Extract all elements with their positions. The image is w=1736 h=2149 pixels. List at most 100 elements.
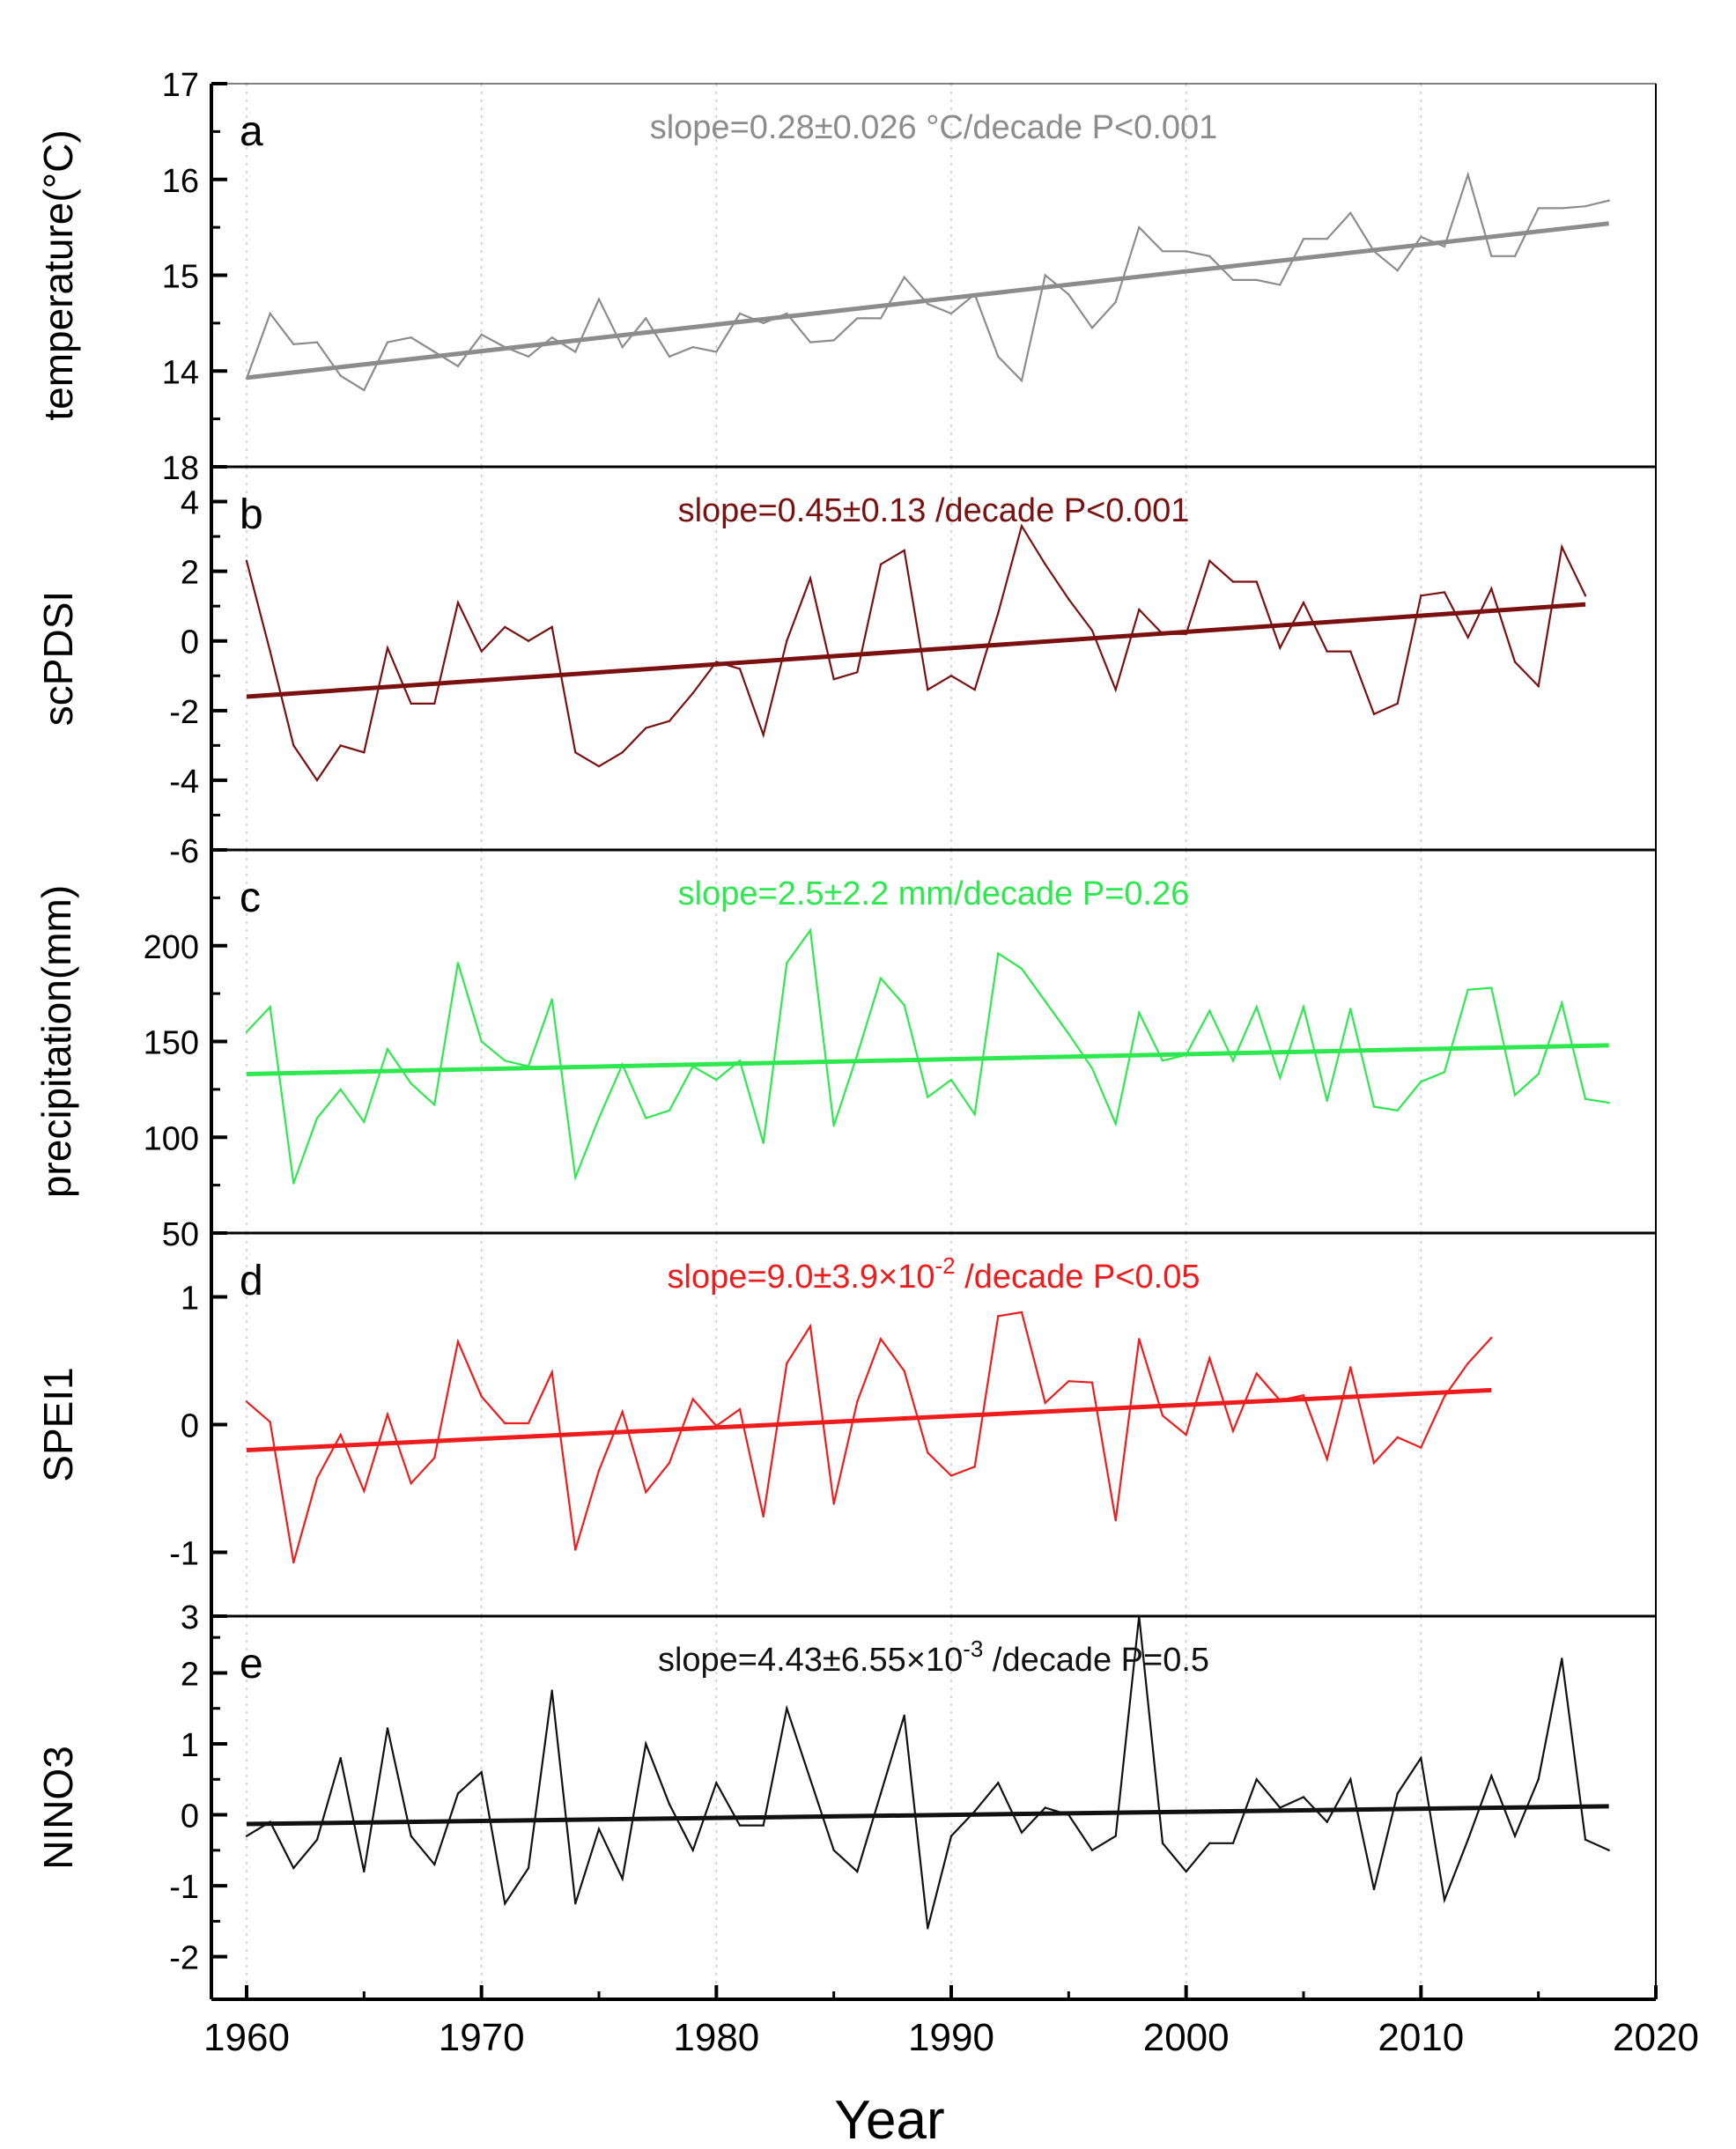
data-point bbox=[809, 929, 812, 932]
data-point bbox=[292, 1866, 295, 1870]
data-point bbox=[738, 312, 742, 315]
data-point bbox=[1584, 205, 1587, 208]
x-tick-label: 1970 bbox=[439, 2016, 525, 2059]
data-point bbox=[386, 646, 389, 649]
data-point bbox=[1208, 1009, 1211, 1012]
data-point bbox=[715, 1782, 718, 1784]
data-point bbox=[668, 720, 671, 722]
series-line bbox=[246, 927, 1609, 1184]
data-point bbox=[762, 321, 765, 325]
data-point bbox=[433, 702, 436, 705]
data-point bbox=[621, 345, 624, 349]
data-point bbox=[504, 1060, 506, 1062]
data-point bbox=[1302, 1796, 1305, 1798]
data-point bbox=[1490, 986, 1493, 989]
data-point bbox=[1466, 174, 1469, 176]
data-point bbox=[386, 1727, 389, 1730]
data-point bbox=[1396, 1792, 1399, 1795]
data-point bbox=[363, 751, 366, 754]
data-point bbox=[1067, 1032, 1070, 1036]
data-point bbox=[1044, 1806, 1046, 1809]
trend-line bbox=[246, 1043, 1609, 1076]
data-point bbox=[645, 1742, 647, 1746]
data-point bbox=[1138, 1338, 1141, 1340]
data-point bbox=[339, 744, 342, 747]
panel-letter: b bbox=[240, 491, 263, 538]
data-point bbox=[1349, 1366, 1352, 1369]
data-point bbox=[715, 351, 718, 353]
data-point bbox=[856, 317, 859, 320]
data-point bbox=[949, 1835, 953, 1837]
data-point bbox=[1537, 1778, 1540, 1781]
y-axis-title: temperature(°C) bbox=[35, 129, 81, 420]
y-tick-label: -6 bbox=[169, 833, 199, 870]
data-point bbox=[1044, 1000, 1046, 1003]
data-point bbox=[386, 341, 389, 343]
series-line bbox=[245, 523, 1586, 782]
data-point bbox=[645, 1117, 647, 1119]
data-point bbox=[1208, 255, 1211, 257]
data-point bbox=[410, 1835, 412, 1837]
slope-annotation: slope=0.28±0.026 °C/decade P<0.001 bbox=[650, 109, 1218, 146]
data-point bbox=[738, 668, 742, 670]
data-point bbox=[315, 1117, 319, 1119]
panel-d: 3 -1 0 1 SPEI1 d slope=9.0±3.9×10-2 /decade P<… bbox=[35, 1231, 1657, 1636]
data-point bbox=[292, 1182, 295, 1185]
y-tick-label: 100 bbox=[144, 1120, 199, 1157]
data-point bbox=[997, 611, 1000, 615]
data-point bbox=[879, 1338, 883, 1340]
data-point bbox=[386, 1413, 389, 1416]
data-point bbox=[245, 1835, 248, 1837]
data-point bbox=[363, 1870, 366, 1873]
x-axis-title: Year bbox=[834, 2090, 944, 2149]
y-tick-label: 1 bbox=[181, 1727, 199, 1764]
data-point bbox=[1161, 250, 1164, 253]
data-point bbox=[1255, 1778, 1258, 1781]
data-point bbox=[1420, 594, 1422, 597]
data-point bbox=[621, 1410, 624, 1414]
data-point bbox=[527, 1422, 530, 1425]
data-point bbox=[973, 688, 976, 691]
data-point bbox=[1114, 1519, 1117, 1522]
data-point bbox=[410, 1482, 412, 1485]
data-point bbox=[1255, 580, 1258, 583]
data-point bbox=[550, 1370, 553, 1374]
data-point bbox=[1513, 255, 1517, 257]
data-point bbox=[1302, 238, 1305, 240]
data-point bbox=[832, 1849, 835, 1851]
trend-line bbox=[246, 602, 1586, 699]
data-point bbox=[574, 751, 577, 754]
data-point bbox=[1090, 1381, 1094, 1384]
y-tick-label: -4 bbox=[169, 764, 199, 801]
data-point bbox=[1020, 1831, 1023, 1834]
data-point bbox=[691, 1849, 694, 1851]
data-point bbox=[480, 1771, 483, 1774]
y-tick-label: 50 bbox=[162, 1216, 199, 1253]
data-point bbox=[668, 1461, 671, 1465]
data-point bbox=[1302, 1006, 1305, 1008]
data-point bbox=[1185, 1433, 1187, 1436]
data-point bbox=[1326, 1820, 1328, 1823]
y-tick-label: 4 bbox=[181, 485, 199, 522]
y-tick-label: -1 bbox=[169, 1536, 199, 1573]
data-point bbox=[786, 639, 788, 642]
data-point bbox=[691, 1398, 694, 1400]
data-point bbox=[1302, 602, 1305, 604]
data-point bbox=[1231, 1842, 1235, 1844]
data-point bbox=[1607, 1849, 1610, 1851]
data-point bbox=[1396, 1109, 1399, 1112]
panel-b: -6 -4 -2 0 2 4 scPDSI b slope=0.45±0.13 /decade … bbox=[35, 465, 1657, 870]
data-point bbox=[527, 355, 530, 358]
data-point bbox=[856, 1053, 859, 1056]
x-tick-label: 1980 bbox=[673, 2016, 759, 2059]
x-tick-label: 1990 bbox=[908, 2016, 994, 2059]
data-point bbox=[645, 727, 647, 729]
data-point bbox=[668, 355, 671, 358]
data-point bbox=[1231, 1060, 1235, 1062]
data-point bbox=[1279, 1806, 1282, 1809]
series-line bbox=[246, 1311, 1493, 1563]
data-point bbox=[269, 1421, 271, 1423]
data-point bbox=[1185, 1870, 1187, 1873]
